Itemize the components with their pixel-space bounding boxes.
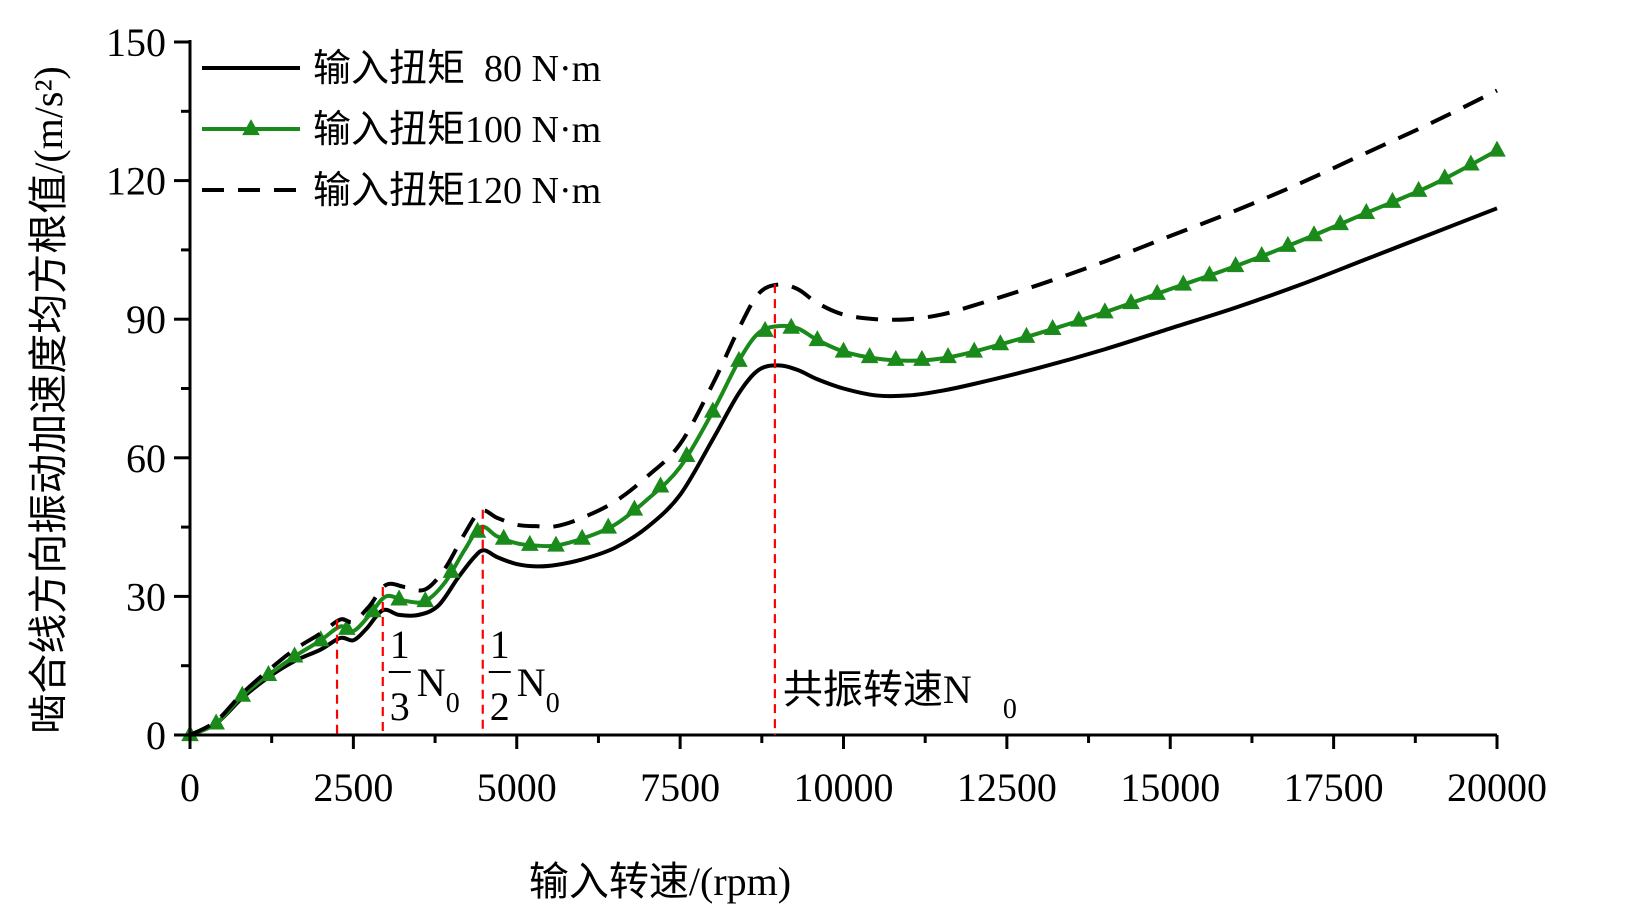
series-point bbox=[494, 528, 513, 545]
series-line bbox=[189, 148, 1498, 737]
legend-label: 输入扭矩 80 N·m bbox=[313, 48, 601, 90]
series-point bbox=[677, 446, 696, 463]
series-point bbox=[1462, 154, 1480, 171]
x-tick-label: 12500 bbox=[957, 765, 1057, 810]
series-point bbox=[285, 646, 304, 663]
series-line bbox=[189, 88, 1498, 737]
legend-label: 输入扭矩100 N·m bbox=[313, 109, 601, 151]
series-point bbox=[886, 349, 905, 366]
series-point bbox=[1252, 245, 1271, 262]
marker-label-numerator: 1 bbox=[390, 622, 410, 667]
series-point bbox=[364, 601, 382, 618]
series-point bbox=[625, 499, 644, 516]
series-point bbox=[913, 349, 931, 366]
series-point bbox=[416, 591, 435, 608]
x-tick-label: 5000 bbox=[477, 765, 557, 810]
y-tick-label: 60 bbox=[126, 436, 166, 481]
x-axis-title: 输入转速/(rpm) bbox=[529, 859, 791, 904]
series-point bbox=[338, 618, 356, 635]
series-point bbox=[468, 521, 487, 538]
marker-label-denominator: 2 bbox=[490, 684, 510, 729]
series-point bbox=[1305, 225, 1323, 242]
legend-swatch-marker bbox=[242, 119, 260, 136]
series-point bbox=[756, 320, 774, 337]
series-point bbox=[808, 330, 827, 347]
series-point bbox=[1357, 203, 1376, 220]
series-point bbox=[1383, 191, 1402, 208]
series-point bbox=[1069, 310, 1088, 327]
series-point bbox=[599, 517, 618, 534]
series-point bbox=[311, 630, 330, 647]
series-point bbox=[939, 347, 957, 364]
series-point bbox=[1096, 302, 1114, 319]
y-tick-label: 0 bbox=[146, 713, 166, 758]
y-tick-label: 120 bbox=[106, 159, 166, 204]
y-tick-label: 150 bbox=[106, 20, 166, 65]
marker-label-text: N bbox=[417, 660, 446, 705]
series-point bbox=[782, 317, 801, 334]
series-point bbox=[1122, 293, 1140, 310]
ticks: 0 2500 5000 7500 10000 12500 15000 17500 2000003… bbox=[106, 20, 1547, 810]
plot-layer bbox=[181, 88, 1506, 742]
series-point bbox=[965, 341, 983, 358]
series-point bbox=[1226, 256, 1245, 273]
series-point bbox=[390, 589, 408, 606]
x-tick-label: 17500 bbox=[1284, 765, 1384, 810]
marker-label: 1 2N 0 bbox=[488, 622, 560, 729]
series-point bbox=[1435, 168, 1454, 185]
series-point bbox=[651, 476, 670, 493]
series-point bbox=[704, 401, 722, 418]
legend: 输入扭矩 80 N·m 输入扭矩100 N·m 输入扭矩120 N·m bbox=[202, 48, 601, 212]
marker-label: 1 3N 0 bbox=[388, 622, 460, 729]
series-point bbox=[547, 535, 565, 552]
legend-label: 输入扭矩120 N·m bbox=[313, 170, 601, 212]
x-tick-label: 0 bbox=[180, 765, 200, 810]
series-point bbox=[521, 534, 539, 551]
y-axis-title: 啮合线方向振动加速度均方根值/(m/s²) bbox=[26, 66, 71, 734]
marker-label-numerator: 1 bbox=[490, 622, 510, 667]
marker-label: 共振转速N 0 bbox=[783, 667, 1017, 725]
series-point bbox=[1043, 318, 1062, 335]
series-point bbox=[1279, 235, 1297, 252]
x-tick-label: 2500 bbox=[313, 765, 393, 810]
marker-label-subscript: 0 bbox=[1003, 694, 1017, 725]
series-point bbox=[1174, 274, 1193, 291]
series-point bbox=[233, 685, 252, 702]
y-tick-label: 30 bbox=[126, 574, 166, 619]
series-line bbox=[189, 206, 1498, 737]
series-point bbox=[1017, 326, 1036, 343]
series-point bbox=[860, 347, 879, 364]
x-tick-label: 7500 bbox=[640, 765, 720, 810]
series-point bbox=[259, 665, 278, 682]
series-point bbox=[730, 350, 748, 367]
x-tick-label: 20000 bbox=[1447, 765, 1547, 810]
series-point bbox=[573, 528, 591, 545]
marker-label-subscript: 0 bbox=[546, 688, 560, 719]
marker-label-text: 共振转速N bbox=[783, 667, 972, 712]
series-point bbox=[1200, 265, 1219, 282]
x-tick-label: 15000 bbox=[1120, 765, 1220, 810]
series-point bbox=[1148, 283, 1166, 300]
series-point bbox=[1331, 214, 1349, 231]
marker-label-text: N bbox=[517, 660, 546, 705]
series-point bbox=[207, 713, 225, 730]
series-point bbox=[442, 561, 461, 578]
series-point bbox=[1488, 140, 1506, 157]
series-point bbox=[834, 341, 853, 358]
x-tick-label: 10000 bbox=[794, 765, 894, 810]
marker-label-subscript: 0 bbox=[446, 688, 460, 719]
series-point bbox=[1409, 180, 1428, 197]
marker-label-denominator: 3 bbox=[390, 684, 410, 729]
y-tick-label: 90 bbox=[126, 297, 166, 342]
series-point bbox=[991, 334, 1010, 351]
